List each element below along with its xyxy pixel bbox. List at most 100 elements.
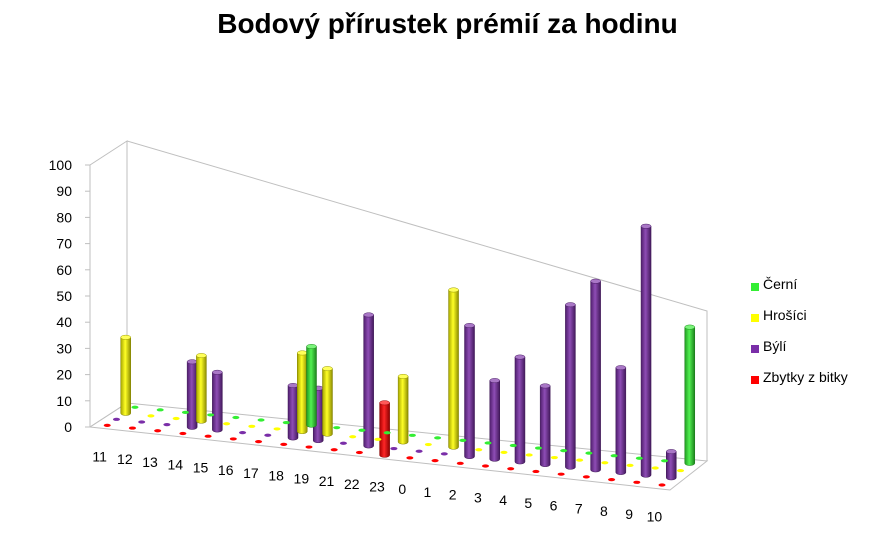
bar-base-2-2 (163, 423, 171, 427)
bar-base-0-8 (333, 426, 341, 430)
bar-2-19 (590, 278, 601, 473)
bar-1-11 (397, 373, 409, 445)
y-tick-label: 10 (56, 393, 72, 409)
bar-base-3-2 (154, 429, 162, 433)
x-tick-label: 3 (474, 489, 482, 505)
bar-base-0-0 (131, 405, 139, 409)
legend-label-byli: Býlí (763, 338, 787, 354)
bar-base-3-15 (481, 464, 489, 468)
bar-base-0-1 (156, 408, 164, 412)
bar-base-0-13 (459, 438, 467, 443)
bar-base-0-15 (509, 443, 517, 448)
x-tick-label: 22 (344, 476, 360, 492)
bar-base-2-13 (440, 452, 448, 456)
y-tick-label: 90 (56, 183, 72, 199)
bar-base-0-4 (232, 415, 240, 420)
x-tick-label: 10 (647, 509, 663, 525)
legend-swatch-zbytky (751, 376, 759, 384)
y-tick-label: 70 (56, 236, 72, 252)
bar-base-3-10 (355, 450, 363, 455)
x-tick-label: 7 (575, 500, 583, 516)
chart-axes (85, 140, 709, 491)
bar-base-1-21 (651, 466, 659, 470)
bar-base-1-6 (273, 427, 281, 431)
y-tick-label: 0 (64, 419, 72, 435)
legend-swatch-byli (751, 345, 759, 353)
floor (88, 402, 709, 491)
bar-base-1-1 (147, 414, 155, 418)
bar-2-4 (212, 369, 223, 433)
bar-2-20 (615, 365, 627, 475)
bar-base-1-14 (475, 448, 483, 452)
bar-base-0-6 (282, 420, 290, 425)
bar-base-3-13 (431, 459, 439, 463)
x-tick-label: 4 (499, 492, 507, 508)
bar-2-22 (666, 449, 677, 481)
bar-base-1-17 (550, 455, 558, 460)
y-tick-label: 30 (56, 340, 72, 356)
bar-base-0-16 (534, 446, 542, 450)
bar-base-1-10 (374, 437, 382, 441)
bar-base-3-4 (204, 434, 212, 438)
bar-base-0-3 (207, 413, 215, 417)
bar-base-0-2 (181, 410, 189, 414)
x-tick-label: 13 (142, 454, 158, 470)
bar-1-3 (196, 353, 207, 424)
bar-0-22 (684, 324, 696, 466)
legend-label-hrosici: Hrošíci (763, 307, 807, 323)
bar-base-0-20 (635, 456, 643, 460)
bar-base-3-20 (608, 477, 616, 482)
bar-base-1-20 (626, 463, 634, 467)
bar-base-3-1 (128, 426, 136, 430)
bar-base-0-17 (560, 449, 568, 453)
bar-1-0 (120, 334, 131, 416)
bar-base-2-6 (264, 433, 272, 437)
bar-base-0-12 (434, 436, 442, 440)
bar-2-3 (186, 359, 198, 430)
x-tick-label: 6 (550, 498, 558, 514)
back-wall (126, 140, 708, 461)
bar-2-15 (489, 378, 500, 462)
legend-item-zbytky: Zbytky z bitky (750, 369, 875, 400)
bar-base-1-5 (248, 424, 256, 428)
bar-base-3-19 (582, 475, 590, 479)
bar-base-1-2 (172, 416, 180, 421)
x-tick-label: 11 (92, 448, 107, 464)
bar-base-1-12 (424, 442, 432, 447)
x-tick-label: 23 (369, 479, 385, 495)
bar-2-16 (514, 354, 526, 465)
bar-base-1-18 (576, 458, 584, 462)
x-tick-label: 9 (625, 506, 633, 522)
bar-base-0-21 (661, 459, 669, 463)
y-tick-label: 40 (56, 314, 72, 330)
bar-base-3-5 (229, 437, 237, 441)
y-tick-label: 60 (56, 262, 72, 278)
bar-base-3-7 (280, 442, 288, 446)
legend-label-cerni: Černí (763, 276, 798, 292)
bar-base-2-5 (239, 431, 247, 435)
bar-2-18 (565, 302, 576, 470)
legend-item-cerni: Černí (750, 276, 875, 307)
bar-base-3-3 (179, 431, 187, 436)
bar-2-7 (287, 383, 299, 441)
bar-base-3-6 (255, 440, 263, 444)
x-tick-label: 8 (600, 503, 608, 519)
bar-2-14 (464, 323, 475, 459)
bar-base-3-18 (557, 472, 565, 476)
bar-base-3-17 (532, 469, 540, 474)
legend-label-zbytky: Zbytky z bitky (763, 369, 848, 385)
bar-2-21 (640, 223, 652, 478)
x-tick-label: 21 (319, 473, 335, 489)
bar-base-3-12 (406, 456, 414, 460)
x-tick-label: 17 (243, 465, 259, 481)
x-tick-label: 2 (449, 487, 457, 503)
legend-swatch-cerni (751, 283, 759, 291)
y-tick-label: 20 (56, 367, 72, 383)
bar-3-11 (379, 400, 390, 458)
bar-base-2-11 (390, 446, 398, 451)
bar-base-1-22 (677, 468, 685, 473)
x-tick-label: 18 (268, 468, 284, 484)
bar-base-3-16 (507, 467, 515, 471)
